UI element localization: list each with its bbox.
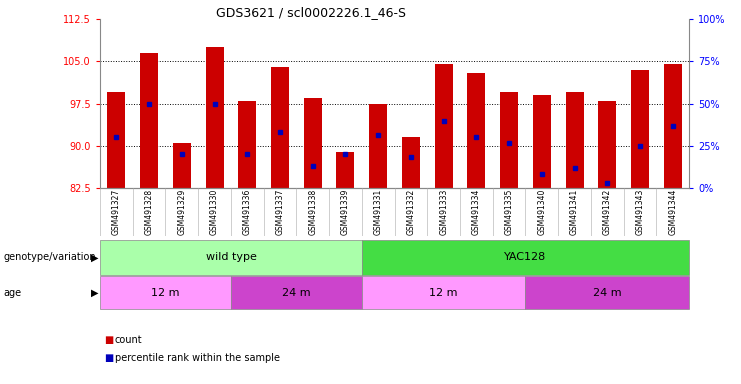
Text: GSM491335: GSM491335 [505, 189, 514, 235]
Bar [631, 70, 649, 188]
Text: genotype/variation: genotype/variation [4, 252, 96, 262]
Bar [173, 143, 191, 188]
Text: ▶: ▶ [91, 252, 99, 262]
Text: ■: ■ [104, 353, 113, 363]
Bar [205, 47, 224, 188]
Bar [304, 98, 322, 188]
Text: GSM491332: GSM491332 [407, 189, 416, 235]
Bar [533, 95, 551, 188]
Text: GSM491337: GSM491337 [276, 189, 285, 235]
Text: GSM491341: GSM491341 [570, 189, 579, 235]
Text: 24 m: 24 m [593, 288, 622, 298]
Text: ▶: ▶ [91, 288, 99, 298]
Bar [500, 93, 518, 188]
Bar [598, 101, 617, 188]
Text: GSM491330: GSM491330 [210, 189, 219, 235]
Text: 12 m: 12 m [151, 288, 180, 298]
Bar [565, 93, 584, 188]
Text: GSM491327: GSM491327 [112, 189, 121, 235]
Text: count: count [115, 335, 142, 345]
Text: GSM491338: GSM491338 [308, 189, 317, 235]
Bar [468, 73, 485, 188]
Text: ■: ■ [104, 335, 113, 345]
Bar [435, 64, 453, 188]
Bar [107, 93, 125, 188]
Text: age: age [4, 288, 21, 298]
Text: wild type: wild type [205, 252, 256, 262]
Text: GDS3621 / scl0002226.1_46-S: GDS3621 / scl0002226.1_46-S [216, 6, 406, 19]
Bar [271, 67, 289, 188]
Text: 12 m: 12 m [430, 288, 458, 298]
Text: GSM491343: GSM491343 [636, 189, 645, 235]
Bar [369, 104, 388, 188]
Text: GSM491344: GSM491344 [668, 189, 677, 235]
Bar [664, 64, 682, 188]
Bar [336, 152, 354, 188]
Text: GSM491331: GSM491331 [373, 189, 382, 235]
Text: GSM491333: GSM491333 [439, 189, 448, 235]
Text: GSM491328: GSM491328 [144, 189, 153, 235]
Text: GSM491329: GSM491329 [177, 189, 186, 235]
Text: percentile rank within the sample: percentile rank within the sample [115, 353, 280, 363]
Bar [140, 53, 158, 188]
Bar [239, 101, 256, 188]
Text: GSM491342: GSM491342 [603, 189, 612, 235]
Text: GSM491340: GSM491340 [537, 189, 546, 235]
Text: GSM491336: GSM491336 [243, 189, 252, 235]
Text: YAC128: YAC128 [505, 252, 547, 262]
Text: 24 m: 24 m [282, 288, 310, 298]
Text: GSM491334: GSM491334 [472, 189, 481, 235]
Bar [402, 137, 420, 188]
Text: GSM491339: GSM491339 [341, 189, 350, 235]
